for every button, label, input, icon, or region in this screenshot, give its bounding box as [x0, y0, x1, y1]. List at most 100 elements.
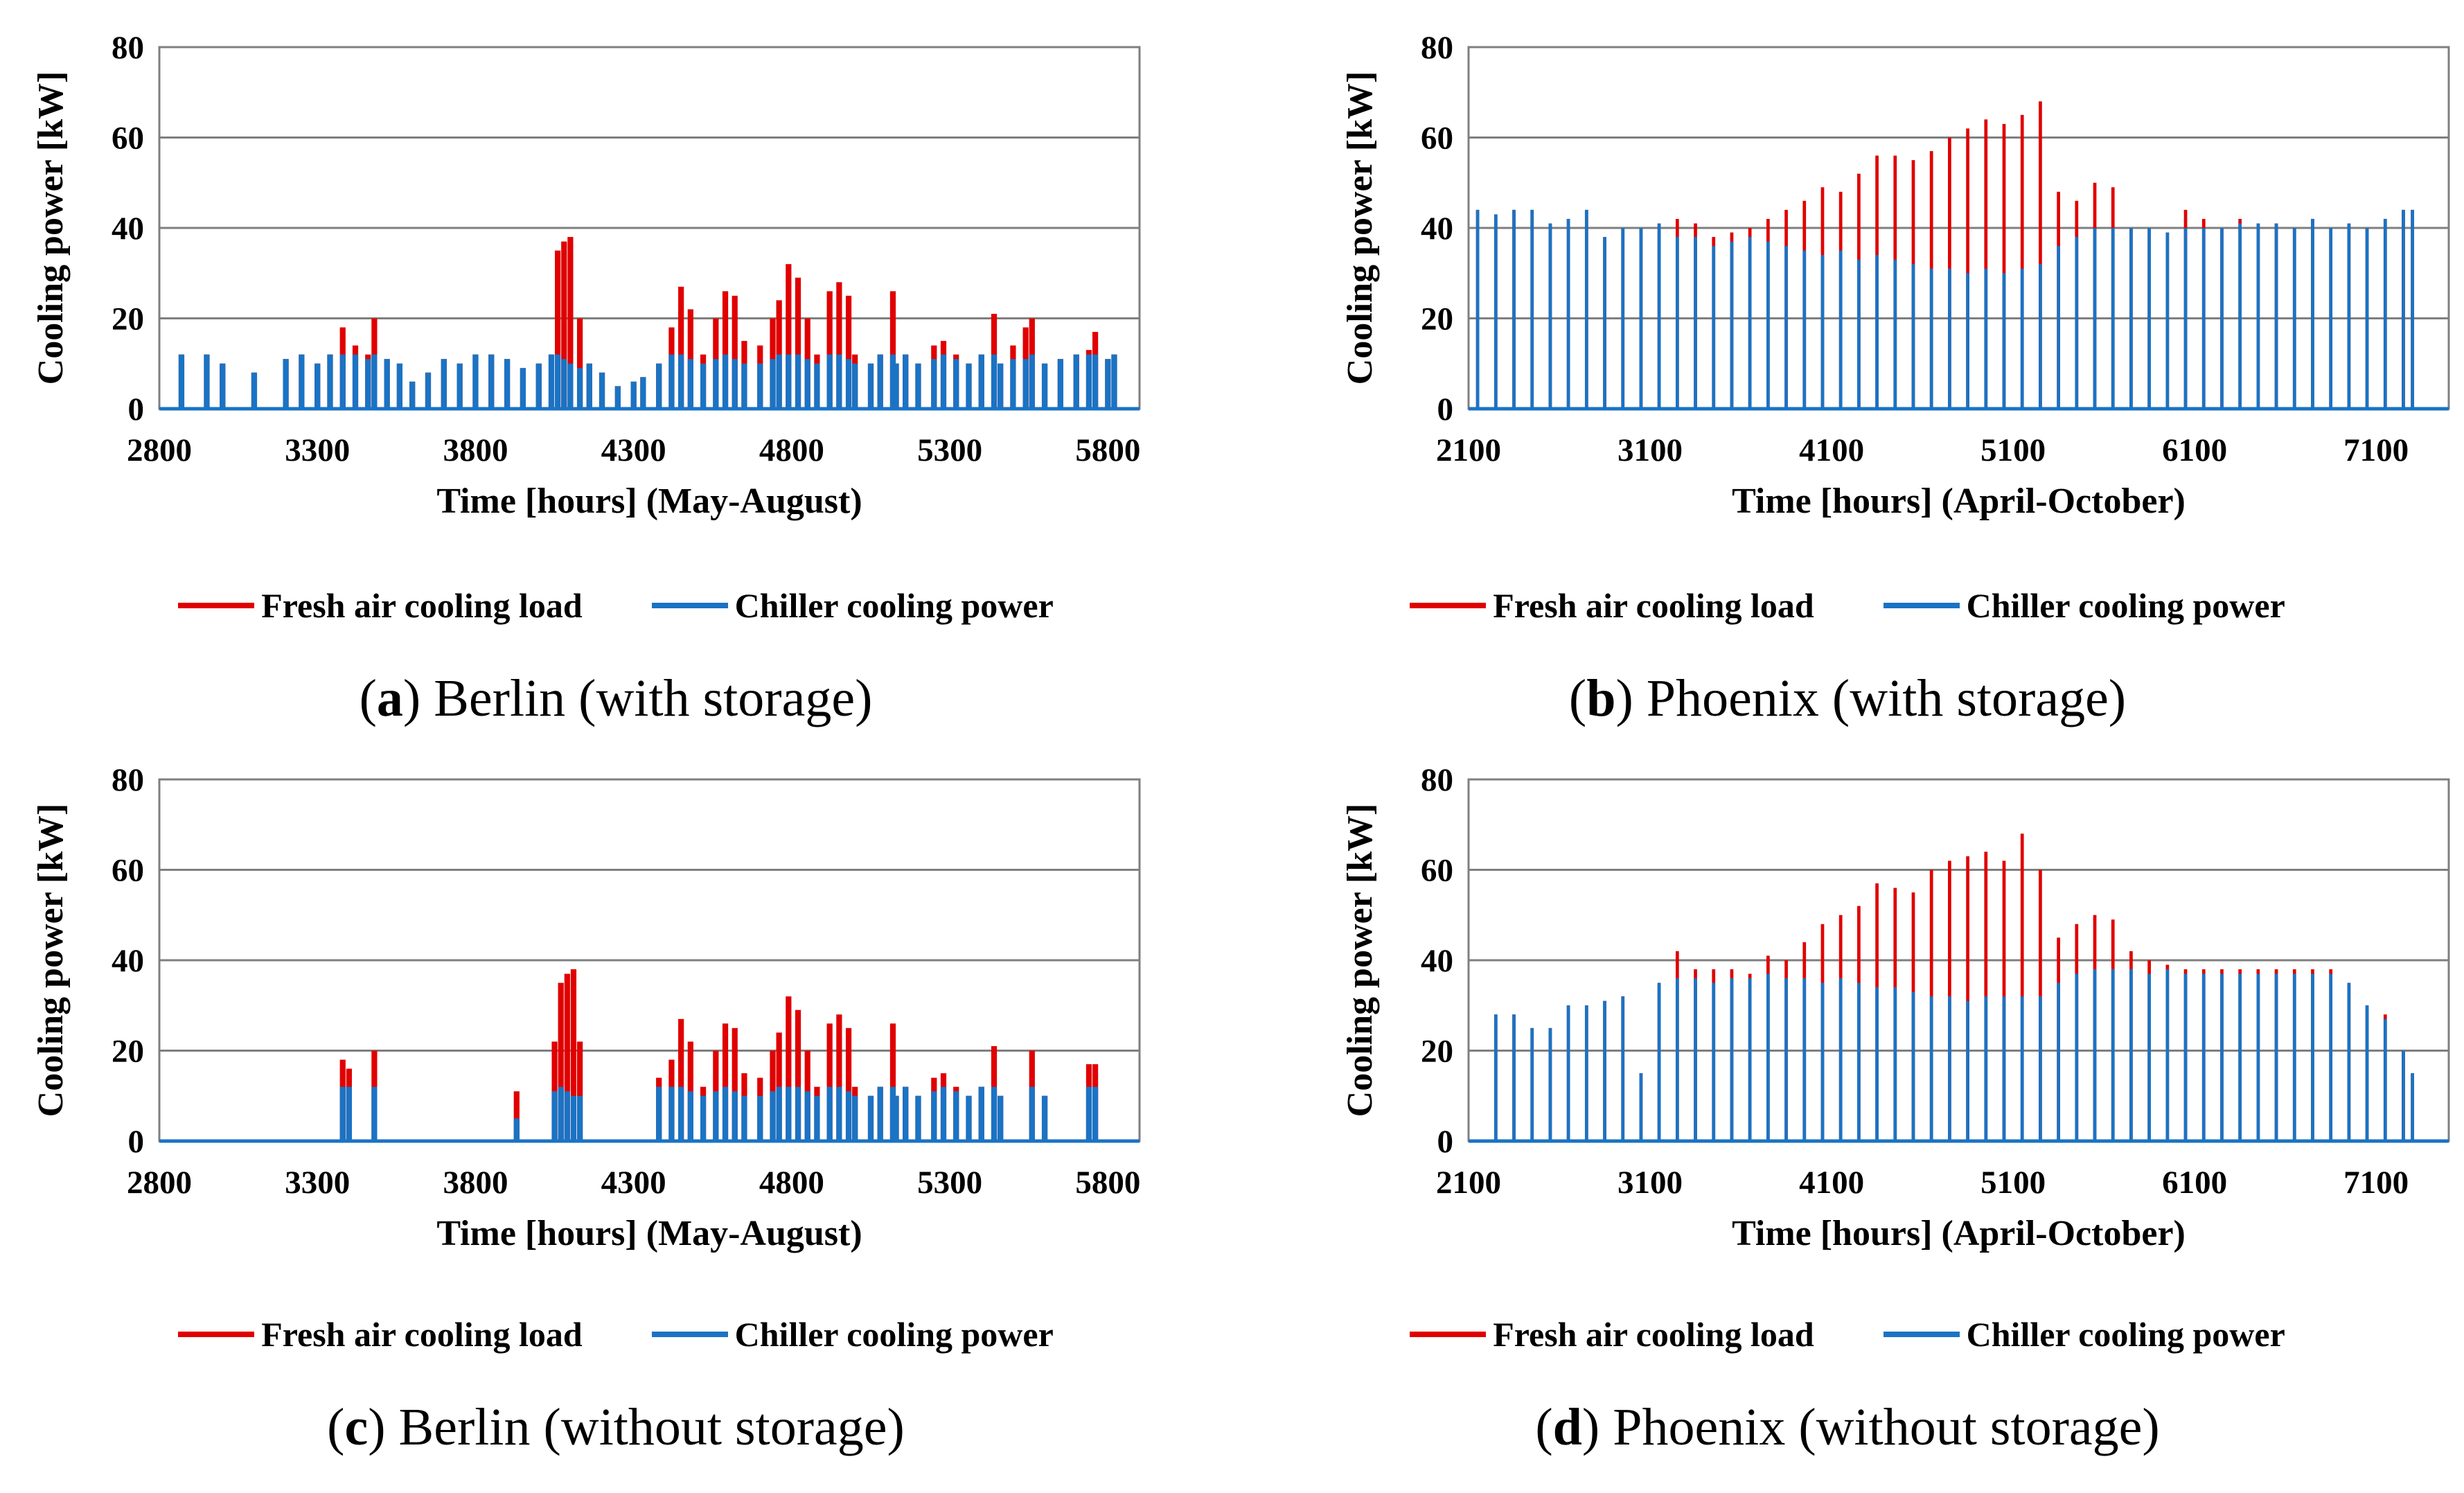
chiller-bar [953, 359, 959, 409]
chiller-bar [2402, 1050, 2405, 1141]
chiller-bar [814, 363, 820, 409]
chiller-bar [2238, 223, 2242, 409]
chiller-bar [940, 354, 947, 409]
fresh-air-bar [845, 295, 852, 409]
legend-swatch-red [178, 603, 255, 608]
chiller-bar [2383, 1018, 2387, 1141]
y-tick-label: 20 [112, 301, 144, 337]
chiller-bar [2311, 973, 2314, 1141]
x-axis-title: Time [hours] (May-August) [436, 1214, 862, 1253]
chiller-bar [2201, 973, 2206, 1141]
fresh-air-bar [558, 982, 564, 1141]
x-tick-label: 5300 [917, 432, 982, 468]
caption-letter: a [376, 669, 403, 727]
legend-b: Fresh air cooling load Chiller cooling p… [1232, 585, 2463, 626]
caption-text: Berlin (with storage) [420, 669, 873, 727]
caption-b: (b) Phoenix (with storage) [1568, 669, 2127, 727]
chiller-bar [1820, 255, 1825, 409]
fresh-air-bar [2020, 833, 2024, 1141]
chiller-bar [1475, 209, 1480, 409]
chiller-bar [998, 1095, 1004, 1141]
chiller-bar [586, 363, 592, 409]
chiller-bar [365, 359, 371, 409]
y-tick-label: 60 [1421, 853, 1453, 889]
chiller-bar [1748, 237, 1752, 409]
chiller-bar [687, 359, 693, 409]
fresh-air-bar [836, 282, 842, 409]
chiller-bar [2220, 973, 2224, 1141]
chiller-bar [1494, 214, 1498, 409]
chiller-bar [551, 1091, 558, 1141]
x-tick-label: 3300 [285, 432, 350, 468]
chiller-bar [1911, 991, 1915, 1141]
chiller-bar [2347, 223, 2351, 409]
chiller-bar [1712, 982, 1716, 1141]
chiller-bar [836, 1086, 842, 1141]
chiller-bar [1929, 996, 1933, 1141]
chiller-bar [1694, 237, 1697, 409]
x-tick-label: 2100 [1436, 432, 1501, 468]
x-tick-label: 4100 [1799, 1165, 1864, 1201]
legend-item-chiller: Chiller cooling power [1883, 1314, 2285, 1354]
chiller-bar [1548, 1027, 1552, 1141]
x-tick-label: 7100 [2343, 1165, 2409, 1201]
legend-item-fresh-air: Fresh air cooling load [1410, 1314, 1814, 1354]
caption-text: Berlin (without storage) [385, 1398, 905, 1456]
chiller-bar [915, 363, 921, 409]
chiller-bar [713, 359, 719, 409]
y-tick-label: 0 [1437, 1124, 1454, 1160]
chiller-bar [700, 1095, 707, 1141]
fresh-air-bar [1984, 851, 1988, 1141]
fresh-air-bar [564, 973, 570, 1141]
chiller-bar [1085, 1086, 1092, 1141]
x-tick-label: 4100 [1799, 432, 1864, 468]
y-tick-label: 80 [1421, 30, 1453, 66]
fresh-air-bar [513, 1091, 520, 1141]
fresh-air-bar [555, 250, 561, 409]
x-tick-label: 4800 [759, 1165, 824, 1201]
chiller-bar [889, 1086, 896, 1141]
chiller-bar [1584, 209, 1588, 409]
chart-panel-d: 0 20 40 60 80 2100 3100 4100 5100 6100 7100 Time [h… [1232, 746, 2463, 1492]
y-axis-title: Cooling power [kW] [31, 804, 71, 1117]
fresh-air-bar [1984, 119, 1988, 409]
fresh-air-bar [1966, 856, 1969, 1141]
chiller-bar [339, 1086, 346, 1141]
chiller-bar [931, 359, 937, 409]
chiller-bar [668, 1086, 675, 1141]
chiller-bar [576, 368, 583, 409]
chiller-bar [1022, 359, 1029, 409]
chiller-bar [1621, 996, 1625, 1141]
legend-swatch-blue [651, 603, 728, 608]
legend-label-chiller: Chiller cooling power [1966, 586, 2285, 625]
legend-swatch-red [1410, 603, 1487, 608]
y-tick-label: 80 [112, 30, 144, 66]
chiller-bar [700, 363, 707, 409]
chiller-bar [1948, 996, 1951, 1141]
legend-item-chiller: Chiller cooling power [1883, 585, 2285, 626]
chiller-bar [2165, 232, 2170, 409]
chiller-bar [2111, 228, 2115, 409]
chiller-bar [1675, 237, 1679, 409]
chiller-bar [1566, 218, 1570, 409]
chiller-bar [1838, 978, 1843, 1141]
chiller-bar [457, 363, 463, 409]
chiller-bar [327, 354, 333, 409]
fresh-air-bar [786, 996, 792, 1141]
x-tick-label: 3800 [443, 1165, 508, 1201]
x-tick-label: 4300 [601, 1165, 666, 1201]
y-tick-label: 40 [112, 211, 144, 247]
chiller-bar [2411, 1073, 2414, 1141]
chiller-bar [786, 354, 792, 409]
chiller-bar [893, 363, 899, 409]
fresh-air-bar [795, 1009, 801, 1141]
chart-svg-b: 0 20 40 60 80 2100 3100 4100 5100 6100 7100 Time [h… [1340, 30, 2450, 521]
chiller-bar [931, 1091, 937, 1141]
chiller-bar [656, 363, 662, 409]
chiller-bar [1530, 209, 1534, 409]
chiller-bar [1966, 1000, 1969, 1141]
chiller-bar [804, 1091, 810, 1141]
legend-label-fresh-air: Fresh air cooling load [1493, 1315, 1814, 1354]
chiller-bar [713, 1091, 719, 1141]
fresh-air-bar [826, 291, 833, 409]
